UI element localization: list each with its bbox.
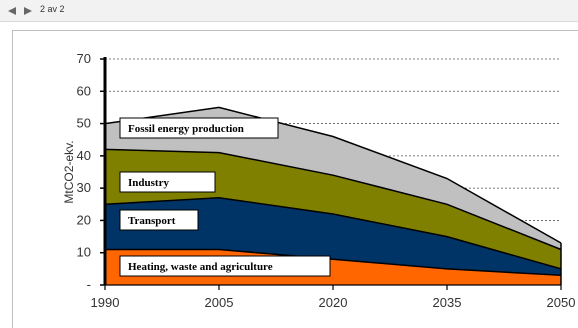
y-tick-labels: - 10 20 30 40 50 60 70 bbox=[77, 51, 91, 292]
area-boundary-2 bbox=[104, 148, 562, 251]
x-tick-label: 2035 bbox=[433, 295, 462, 310]
y-tick-label: 60 bbox=[77, 83, 91, 98]
series-label-box-1 bbox=[119, 209, 199, 231]
series-label-2: Industry bbox=[128, 177, 169, 189]
series-label-0: Heating, waste and agriculture bbox=[128, 261, 273, 273]
y-tick-label: 20 bbox=[77, 212, 91, 227]
y-tick-label: 40 bbox=[77, 148, 91, 163]
x-tick-label: 2020 bbox=[319, 295, 348, 310]
prev-page-button[interactable] bbox=[6, 5, 18, 17]
series-label-box-0 bbox=[119, 255, 331, 277]
area-series-2 bbox=[105, 149, 561, 269]
axes bbox=[100, 57, 562, 290]
y-tick-label: 10 bbox=[77, 245, 91, 260]
area-boundary-3 bbox=[104, 106, 562, 244]
next-page-button[interactable] bbox=[22, 5, 34, 17]
y-tick-label: - bbox=[87, 277, 91, 292]
x-tick-label: 1990 bbox=[91, 295, 120, 310]
chart-frame bbox=[12, 30, 578, 328]
x-tick-labels: 1990 2005 2020 2035 2050 bbox=[91, 295, 576, 310]
triangle-right-icon bbox=[24, 7, 32, 15]
area-boundary-1 bbox=[104, 197, 562, 270]
area-series-1 bbox=[105, 197, 561, 276]
y-tick-label: 30 bbox=[77, 180, 91, 195]
triangle-left-icon bbox=[8, 7, 16, 15]
area-boundary-0 bbox=[105, 248, 562, 277]
page-indicator: 2 av 2 bbox=[40, 4, 65, 14]
series-label-3: Fossil energy production bbox=[128, 123, 244, 135]
series-label-1: Transport bbox=[128, 215, 176, 227]
viewer-toolbar: 2 av 2 bbox=[0, 0, 578, 22]
series-label-box-2 bbox=[119, 171, 216, 193]
y-tick-label: 50 bbox=[77, 116, 91, 131]
x-tick-label: 2005 bbox=[205, 295, 234, 310]
area-series-3 bbox=[105, 107, 561, 250]
x-tick-label: 2050 bbox=[547, 295, 576, 310]
series-label-box-3 bbox=[119, 117, 279, 139]
series-labels: Heating, waste and agriculture Transport I… bbox=[119, 117, 331, 277]
y-axis-label: MtCO2-ekv. bbox=[62, 140, 76, 203]
y-tick-label: 70 bbox=[77, 51, 91, 66]
